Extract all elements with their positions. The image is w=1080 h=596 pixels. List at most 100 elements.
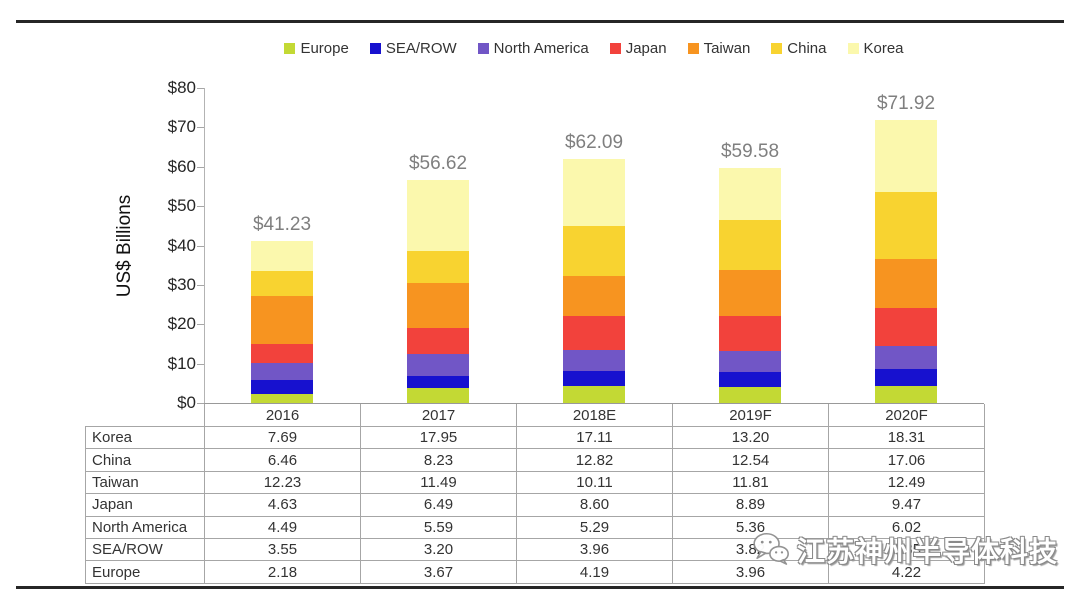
legend-label: Taiwan bbox=[703, 40, 751, 57]
table-header-cell: 2018E bbox=[516, 404, 673, 427]
y-axis-line bbox=[204, 88, 205, 403]
bar-stack-2018E bbox=[563, 158, 625, 403]
legend-label: SEA/ROW bbox=[385, 40, 457, 57]
legend-item: China bbox=[771, 40, 827, 57]
table-header-cell: 2019F bbox=[672, 404, 829, 427]
bar-segment-korea bbox=[251, 240, 313, 271]
bar-segment-japan bbox=[407, 328, 469, 354]
bar-total-label: $56.62 bbox=[408, 153, 468, 175]
y-tick-mark bbox=[197, 245, 204, 247]
y-tick-mark bbox=[197, 403, 204, 404]
table-cell: 5.36 bbox=[672, 515, 829, 539]
x-axis-line bbox=[204, 403, 984, 404]
table-corner-cell bbox=[86, 404, 205, 427]
bar-segment-europe bbox=[719, 387, 781, 403]
bar-segment-europe bbox=[875, 386, 937, 403]
table-cell: 7.69 bbox=[204, 425, 361, 450]
table-row: Taiwan 12.23 11.49 10.11 11.81 12.49 bbox=[85, 470, 985, 495]
table-row-label: North America bbox=[85, 515, 205, 539]
bar-segment-korea bbox=[719, 168, 781, 221]
legend-swatch-icon bbox=[609, 43, 621, 54]
y-tick-label: $50 bbox=[167, 196, 196, 216]
legend-item: Korea bbox=[847, 40, 904, 57]
y-tick-mark bbox=[197, 166, 204, 168]
table-row: China 6.46 8.23 12.82 12.54 17.06 bbox=[85, 448, 985, 472]
table-cell: 3.55 bbox=[204, 537, 361, 562]
y-tick-label: $0 bbox=[177, 393, 196, 412]
table-cell: 11.81 bbox=[672, 470, 829, 495]
table-cell: 6.49 bbox=[360, 493, 517, 517]
y-tick-label: $40 bbox=[167, 235, 196, 255]
table-row: Japan 4.63 6.49 8.60 8.89 9.47 bbox=[85, 493, 985, 517]
y-tick-mark bbox=[197, 363, 204, 365]
bar-total-label: $62.09 bbox=[564, 131, 624, 153]
data-table: 2016 2017 2018E 2019F 2020F Korea 7.69 17.95 17.… bbox=[85, 404, 985, 584]
table-row-label: Europe bbox=[85, 560, 205, 584]
table-cell: 4.63 bbox=[204, 493, 361, 517]
legend-swatch-icon bbox=[687, 43, 699, 54]
bar-segment-china bbox=[251, 270, 313, 297]
legend-item: North America bbox=[477, 40, 589, 57]
y-tick-label: $10 bbox=[167, 353, 196, 373]
table-cell: 3.96 bbox=[516, 537, 673, 562]
bar-stack-2019F bbox=[719, 168, 781, 403]
bar-segment-sea-row bbox=[875, 369, 937, 387]
bar-segment-sea-row bbox=[563, 370, 625, 387]
table-cell: 3.82 bbox=[672, 537, 829, 562]
bar-total-label: $41.23 bbox=[252, 213, 312, 235]
table-row-label: Japan bbox=[85, 493, 205, 517]
bar-segment-sea-row bbox=[251, 380, 313, 395]
legend-label: North America bbox=[493, 40, 589, 57]
bar-segment-taiwan bbox=[563, 276, 625, 317]
bar-segment-sea-row bbox=[407, 375, 469, 389]
legend-label: Korea bbox=[863, 40, 904, 57]
y-tick-label: $20 bbox=[167, 314, 196, 334]
table-cell: 5.29 bbox=[516, 515, 673, 539]
legend-item: Europe bbox=[284, 40, 349, 57]
bar-total-label: $59.58 bbox=[720, 141, 780, 163]
bar-segment-europe bbox=[563, 386, 625, 403]
bar-segment-china bbox=[563, 225, 625, 277]
bar-segment-north-america bbox=[875, 345, 937, 370]
bar-segment-korea bbox=[875, 119, 937, 192]
table-cell: 12.23 bbox=[204, 470, 361, 495]
legend-item: Japan bbox=[609, 40, 667, 57]
y-tick-mark bbox=[197, 206, 204, 208]
legend-label: Japan bbox=[625, 40, 667, 57]
bar-segment-japan bbox=[563, 316, 625, 351]
legend-swatch-icon bbox=[477, 43, 489, 54]
table-cell: 4.49 bbox=[204, 515, 361, 539]
table-cell: 10.11 bbox=[516, 470, 673, 495]
bar-segment-korea bbox=[407, 180, 469, 251]
table-row-label: China bbox=[85, 448, 205, 472]
table-cell: 6.46 bbox=[204, 448, 361, 472]
bar-segment-europe bbox=[407, 388, 469, 403]
bar-segment-taiwan bbox=[875, 259, 937, 309]
bar-stack-2016 bbox=[251, 240, 313, 403]
table-cell: 8.60 bbox=[516, 493, 673, 517]
table-row: Korea 7.69 17.95 17.11 13.20 18.31 bbox=[85, 425, 985, 450]
bar-segment-north-america bbox=[251, 362, 313, 381]
table-header-row: 2016 2017 2018E 2019F 2020F bbox=[86, 404, 985, 427]
bar-segment-china bbox=[407, 250, 469, 284]
table-cell: 2.18 bbox=[204, 560, 361, 584]
y-tick-label: $60 bbox=[167, 156, 196, 176]
table-cell: 4.35 bbox=[828, 537, 985, 562]
bottom-divider bbox=[16, 586, 1064, 589]
bar-total-label: $71.92 bbox=[876, 92, 936, 114]
bar-segment-japan bbox=[875, 308, 937, 346]
legend-item: SEA/ROW bbox=[369, 40, 457, 57]
table-cell: 6.02 bbox=[828, 515, 985, 539]
legend-label: China bbox=[787, 40, 827, 57]
y-tick-mark bbox=[197, 324, 204, 326]
table-cell: 3.96 bbox=[672, 560, 829, 584]
table-row-label: Taiwan bbox=[85, 470, 205, 495]
chart-legend: Europe SEA/ROW North America Japan Taiwan Chi… bbox=[204, 40, 984, 57]
bar-segment-taiwan bbox=[251, 296, 313, 345]
bar-segment-china bbox=[875, 191, 937, 260]
table-cell: 13.20 bbox=[672, 425, 829, 450]
y-tick-mark bbox=[197, 88, 204, 89]
bar-segment-north-america bbox=[719, 351, 781, 373]
table-header-cell: 2020F bbox=[828, 404, 985, 427]
